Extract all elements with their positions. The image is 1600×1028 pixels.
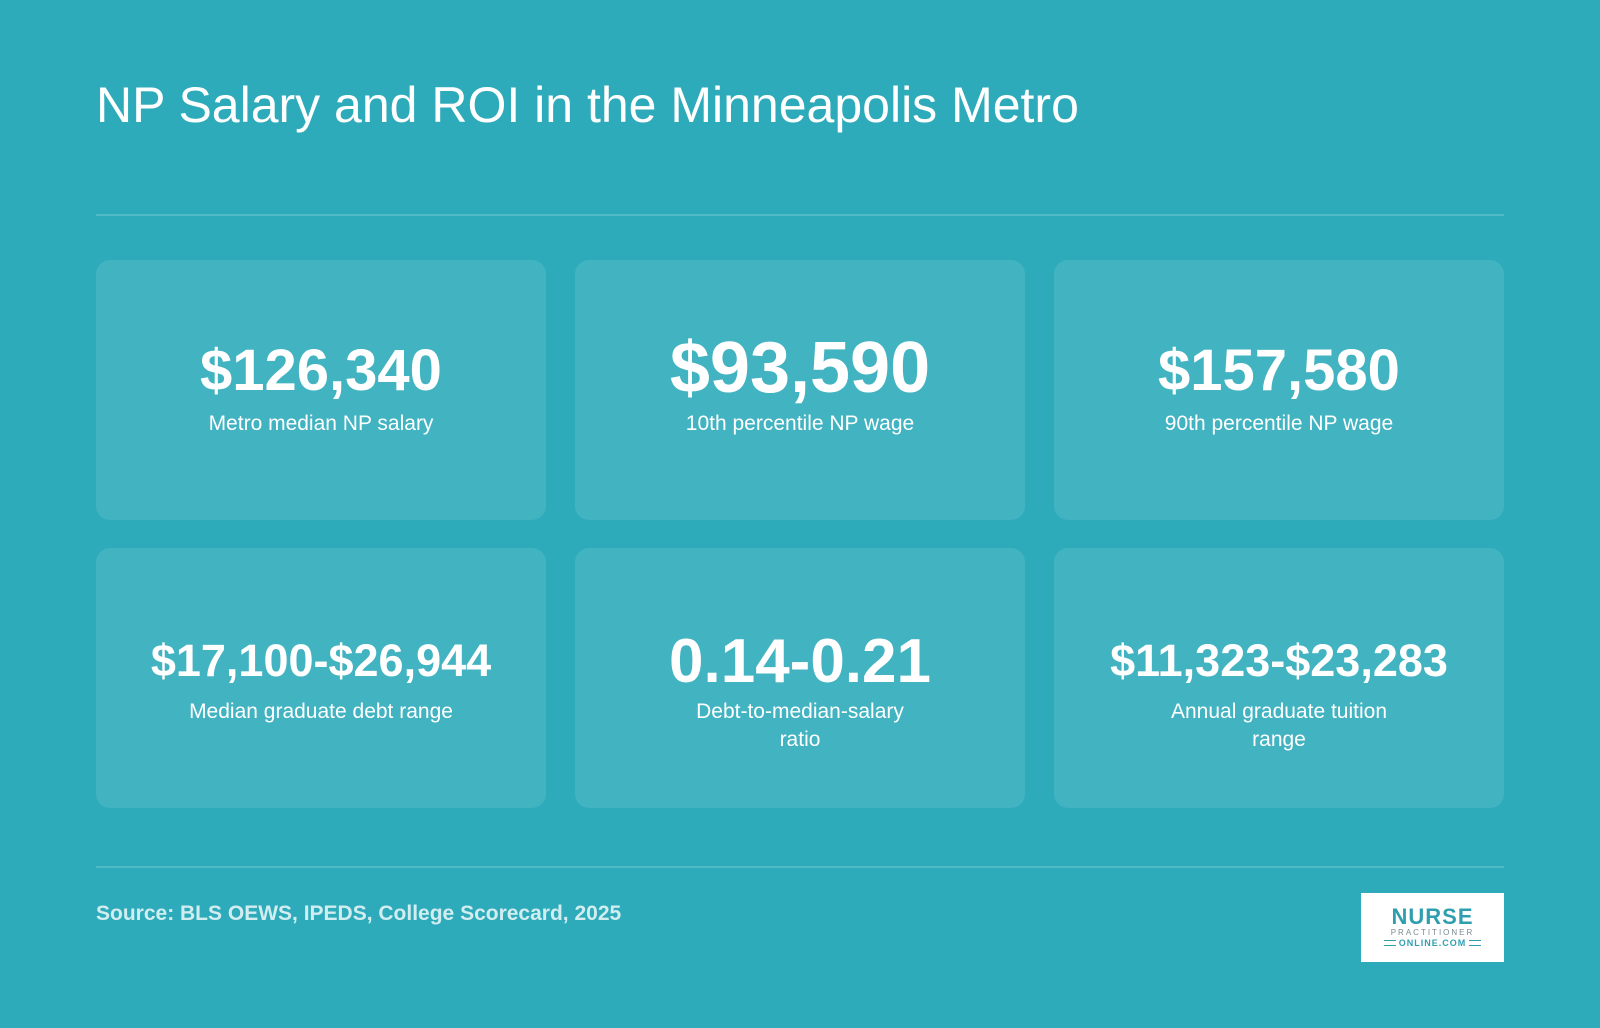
- stat-card-debt-range: $17,100-$26,944 Median graduate debt ran…: [96, 548, 546, 808]
- stat-value: $17,100-$26,944: [150, 635, 492, 686]
- logo-line-online-row: ONLINE.COM: [1383, 937, 1482, 949]
- brand-logo: NURSE PRACTITIONER ONLINE.COM: [1361, 893, 1504, 962]
- stat-card-tuition-range: $11,323-$23,283 Annual graduate tuition …: [1054, 548, 1504, 808]
- stat-label: 90th percentile NP wage: [1164, 412, 1394, 435]
- stat-card-debt-ratio: 0.14-0.21 Debt-to-median-salary ratio: [575, 548, 1025, 808]
- stat-value: 0.14-0.21: [669, 627, 931, 696]
- source-note: Source: BLS OEWS, IPEDS, College Scoreca…: [96, 902, 622, 925]
- logo-line-practitioner: PRACTITIONER: [1390, 927, 1475, 937]
- page-title: NP Salary and ROI in the Minneapolis Met…: [96, 77, 1079, 133]
- stat-label: Metro median NP salary: [208, 412, 434, 435]
- stats-grid: $126,340 Metro median NP salary $93,590 …: [96, 260, 1504, 808]
- bottom-divider: [96, 866, 1504, 868]
- stat-label: Debt-to-median-salary ratio: [696, 700, 904, 751]
- logo-dash-left: [1383, 940, 1396, 946]
- stat-value: $93,590: [669, 328, 931, 408]
- logo-line-online: ONLINE.COM: [1398, 937, 1467, 948]
- stat-value: $157,580: [1158, 338, 1400, 403]
- stat-card-90th-percentile: $157,580 90th percentile NP wage: [1054, 260, 1504, 520]
- top-divider: [96, 214, 1504, 216]
- stat-label: 10th percentile NP wage: [685, 412, 915, 435]
- logo-line-nurse: NURSE: [1391, 903, 1474, 929]
- stat-card-10th-percentile: $93,590 10th percentile NP wage: [575, 260, 1025, 520]
- stat-value: $11,323-$23,283: [1110, 635, 1448, 686]
- stat-card-median-salary: $126,340 Metro median NP salary: [96, 260, 546, 520]
- logo-dash-right: [1469, 940, 1482, 946]
- stat-label: Median graduate debt range: [189, 700, 453, 723]
- stat-label: Annual graduate tuition range: [1171, 700, 1387, 751]
- stat-value: $126,340: [200, 338, 442, 403]
